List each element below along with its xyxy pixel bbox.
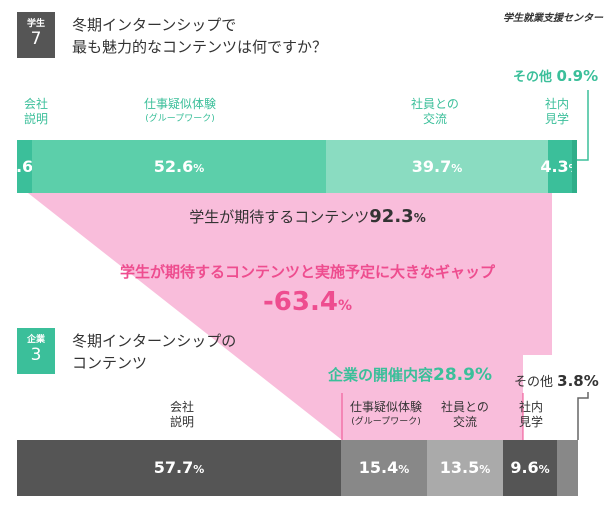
company-bar-value-0: 57.7% xyxy=(153,458,205,477)
student-badge xyxy=(17,12,55,58)
student-bar-segment-0 xyxy=(17,140,32,193)
top-other: その他 0.9% xyxy=(513,67,599,85)
company-badge-number: 3 xyxy=(30,345,42,365)
source-logo: 学生就業支援センター xyxy=(503,13,603,24)
company-badge-kind: 企業 xyxy=(26,335,45,345)
company-total: 企業の開催内容28.9% xyxy=(328,365,492,385)
bottom-label-briefing: 会社 説明 xyxy=(169,400,194,429)
company-bar-value-3: 9.6% xyxy=(510,458,550,477)
bottom-label-exchange: 社員との 交流 xyxy=(441,400,489,429)
top-label-exchange: 社員との 交流 xyxy=(411,97,459,126)
student-bar-value-1: 52.6% xyxy=(153,156,205,176)
company-stacked-bar: 57.7% 15.4% 13.5% 9.6% xyxy=(17,440,578,496)
student-stacked-bar: 2.6%52.6%39.7%4.3% xyxy=(5,140,580,193)
student-bar-segment-3 xyxy=(548,140,572,193)
company-badge xyxy=(17,328,55,374)
gap-funnel xyxy=(28,193,552,440)
company-question: 冬期インターンシップの コンテンツ xyxy=(72,332,237,372)
bottom-other: その他 3.8% xyxy=(514,372,599,390)
company-bar-segment-0 xyxy=(17,440,341,496)
company-bar-segment-2 xyxy=(427,440,503,496)
bottom-label-tour: 社内 見学 xyxy=(518,400,543,429)
student-bar-value-2: 39.7% xyxy=(411,156,463,176)
top-label-tour: 社内 見学 xyxy=(544,97,569,126)
student-bar-segment-2 xyxy=(326,140,548,193)
student-question: 冬期インターンシップで 最も魅力的なコンテンツは何ですか？ xyxy=(72,16,328,56)
student-badge-kind: 学生 xyxy=(26,19,45,29)
top-label-briefing: 会社 説明 xyxy=(23,97,48,126)
company-bar-value-1: 15.4% xyxy=(358,458,410,477)
company-bar-segment-3 xyxy=(503,440,557,496)
student-bar-segment-4 xyxy=(572,140,577,193)
top-other-connector xyxy=(577,90,589,161)
student-badge-number: 7 xyxy=(30,29,42,49)
gap-value: -63.4% xyxy=(263,287,352,317)
bottom-label-work: 仕事疑似体験 (グループワーク) xyxy=(349,400,422,427)
student-total: 学生が期待するコンテンツ92.3% xyxy=(189,206,426,227)
top-label-work: 仕事疑似体験 (グループワーク) xyxy=(143,97,216,124)
company-bar-segment-1 xyxy=(341,440,427,496)
company-bar-segment-4 xyxy=(557,440,578,496)
company-bar-value-2: 13.5% xyxy=(439,458,491,477)
bottom-other-connector xyxy=(577,392,589,440)
gap-text: 学生が期待するコンテンツと実施予定に大きなギャップ xyxy=(119,263,495,281)
student-bar-segment-1 xyxy=(32,140,326,193)
